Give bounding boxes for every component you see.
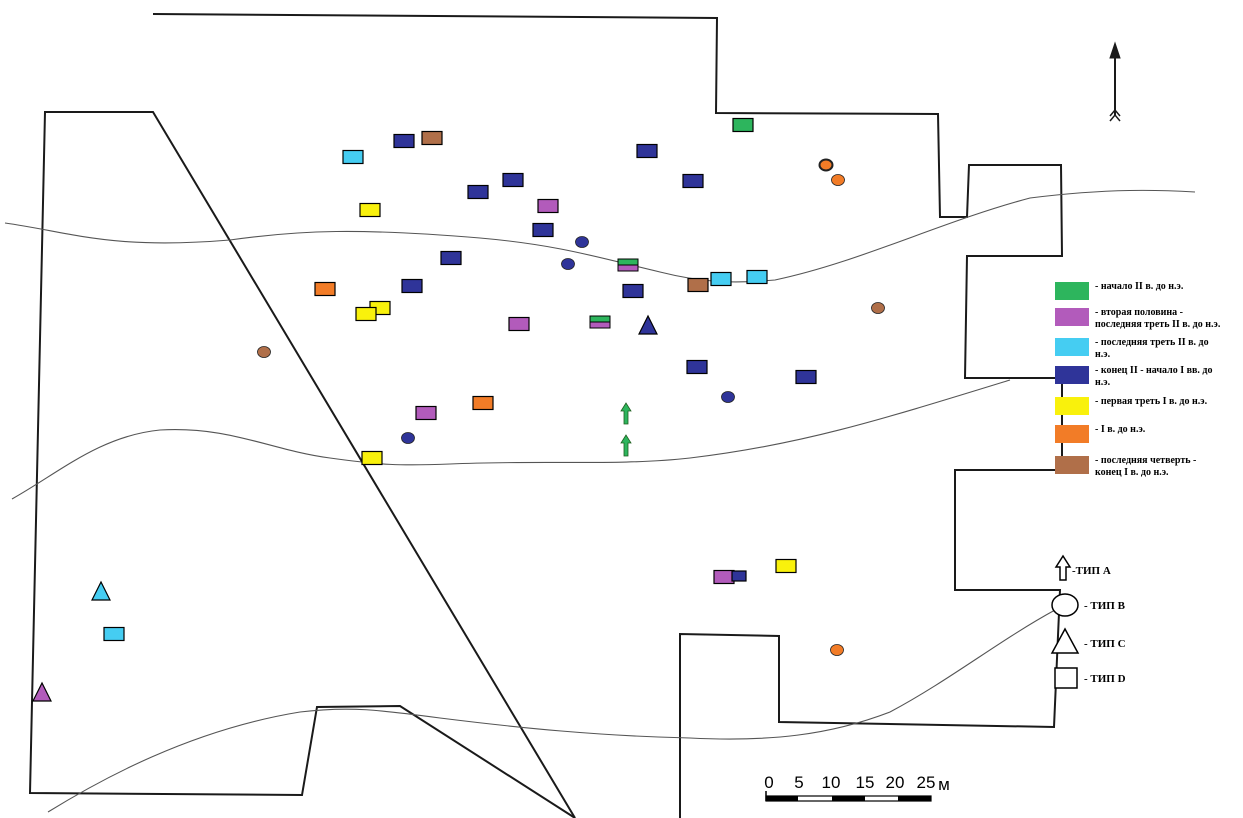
type-label: -ТИП А xyxy=(1072,565,1111,577)
legend-period-item: - I в. до н.э. xyxy=(1055,424,1146,443)
type-label: - ТИП В xyxy=(1084,600,1126,612)
contour-line xyxy=(4,189,1196,283)
find-marker-type-d xyxy=(393,133,415,149)
find-marker-type-d xyxy=(731,570,747,582)
find-marker-type-d xyxy=(359,202,381,218)
find-marker-type-d xyxy=(686,359,708,375)
legend-label: - начало II в. до н.э. xyxy=(1095,281,1184,292)
find-marker-type-d xyxy=(636,143,658,159)
find-marker-type-c xyxy=(32,681,52,702)
legend-period-item: - начало II в. до н.э. xyxy=(1055,281,1184,300)
legend-swatch xyxy=(1055,338,1089,356)
type-label: - ТИП D xyxy=(1084,673,1126,685)
find-marker-type-d xyxy=(532,222,554,238)
contour-line xyxy=(47,609,1056,813)
find-marker-type-d xyxy=(314,281,336,297)
legend-type-item: - ТИП D xyxy=(1054,667,1126,689)
period-legend: - начало II в. до н.э. - вторая половина … xyxy=(1055,281,1221,478)
scale-tick-label: 15 xyxy=(856,773,875,792)
legend-period-item: - последняя треть II в. дон.э. xyxy=(1055,337,1209,360)
legend-label: - I в. до н.э. xyxy=(1095,424,1146,435)
find-marker-type-d xyxy=(713,569,735,585)
legend-label: - первая треть I в. до н.э. xyxy=(1095,396,1208,407)
find-marker-type-d xyxy=(537,198,559,214)
scale-tick-label: 10 xyxy=(822,773,841,792)
arrow-icon xyxy=(1054,554,1072,581)
find-marker-type-d xyxy=(775,558,797,574)
find-marker-type-b xyxy=(401,432,415,444)
find-marker-type-d xyxy=(687,277,709,293)
find-marker-type-b xyxy=(561,258,575,270)
circle-icon xyxy=(1051,593,1079,617)
find-marker-type-b xyxy=(575,236,589,248)
legend-label: - конец II - начало I вв. до xyxy=(1095,365,1213,376)
north-arrow-icon xyxy=(1109,41,1121,122)
legend-swatch xyxy=(1055,425,1089,443)
find-marker-type-d xyxy=(732,117,754,133)
find-marker-type-d xyxy=(617,258,639,272)
scale-tick-label: 0 xyxy=(764,773,773,792)
legend-label: последняя треть II в. до н.э. xyxy=(1095,319,1221,330)
legend-type-item: -ТИП А xyxy=(1054,554,1111,581)
find-marker-type-b xyxy=(818,158,834,172)
find-marker-type-c xyxy=(91,580,111,601)
find-marker-type-d xyxy=(401,278,423,294)
find-marker-type-d xyxy=(502,172,524,188)
legend-swatch xyxy=(1055,397,1089,415)
legend-swatch xyxy=(1055,308,1089,326)
legend-label: - вторая половина - xyxy=(1095,307,1183,318)
scale-tick-label: 5 xyxy=(794,773,803,792)
legend-type-item: - ТИП В xyxy=(1051,593,1126,617)
find-marker-type-d xyxy=(622,283,644,299)
square-icon xyxy=(1054,667,1078,689)
find-marker-type-b xyxy=(721,391,735,403)
find-marker-type-c xyxy=(638,314,658,335)
legend-type-item: - ТИП С xyxy=(1050,627,1126,654)
scale-bar: 0 5 10 15 20 25 м xyxy=(764,773,950,802)
scale-tick-label: 20 xyxy=(886,773,905,792)
site-boundary xyxy=(28,13,1064,818)
find-marker-type-d xyxy=(342,149,364,165)
legend-label: н.э. xyxy=(1095,377,1111,388)
find-marker-type-d xyxy=(746,269,768,285)
find-marker-type-a xyxy=(620,434,632,457)
find-marker-type-d xyxy=(421,130,443,146)
legend-label: - последняя четверть - xyxy=(1095,455,1196,466)
legend-period-item: - последняя четверть -конец I в. до н.э. xyxy=(1055,455,1196,478)
scale-unit: м xyxy=(938,775,950,794)
find-marker-type-d xyxy=(440,250,462,266)
legend-period-item: - вторая половина -последняя треть II в.… xyxy=(1055,307,1221,330)
find-marker-type-b xyxy=(257,346,271,358)
find-marker-type-d xyxy=(103,626,125,642)
legend-swatch xyxy=(1055,282,1089,300)
find-marker-type-d xyxy=(361,450,383,466)
legend-swatch xyxy=(1055,456,1089,474)
legend-period-item: - первая треть I в. до н.э. xyxy=(1055,396,1208,415)
legend-swatch xyxy=(1055,366,1089,384)
find-marker-type-d xyxy=(472,395,494,411)
type-legend: -ТИП А - ТИП В - ТИП С - ТИП D xyxy=(1050,554,1126,689)
find-marker-type-a xyxy=(620,402,632,425)
legend-label: - последняя треть II в. до xyxy=(1095,337,1209,348)
find-marker-type-d xyxy=(467,184,489,200)
triangle-icon xyxy=(1050,627,1080,654)
scale-tick-label: 25 xyxy=(917,773,936,792)
finds-layer xyxy=(32,117,885,702)
type-label: - ТИП С xyxy=(1084,638,1126,650)
find-marker-type-d xyxy=(682,173,704,189)
find-marker-type-d xyxy=(415,405,437,421)
find-marker-type-d xyxy=(508,316,530,332)
find-marker-type-d xyxy=(355,306,377,322)
contour-line xyxy=(11,379,1011,500)
legend-label: конец I в. до н.э. xyxy=(1095,467,1169,478)
find-marker-type-d xyxy=(795,369,817,385)
find-marker-type-d xyxy=(589,315,611,329)
legend-label: н.э. xyxy=(1095,349,1111,360)
legend-period-item: - конец II - начало I вв. дон.э. xyxy=(1055,365,1213,388)
find-marker-type-d xyxy=(710,271,732,287)
find-marker-type-b xyxy=(871,302,885,314)
find-marker-type-b xyxy=(831,174,845,186)
find-marker-type-b xyxy=(830,644,844,656)
